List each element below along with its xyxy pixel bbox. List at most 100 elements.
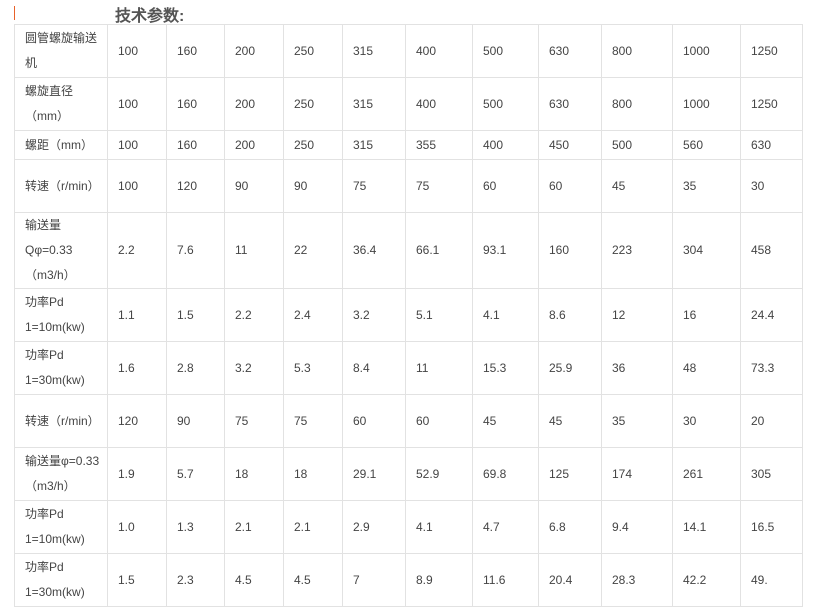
table-cell: 120 <box>107 394 167 448</box>
table-cell: 100 <box>107 77 167 131</box>
table-cell: 49. <box>740 553 803 607</box>
table-cell: 560 <box>672 130 741 160</box>
table-cell: 60 <box>405 394 473 448</box>
table-cell: 35 <box>672 159 741 213</box>
table-cell: 8.9 <box>405 553 473 607</box>
table-cell: 160 <box>166 130 225 160</box>
table-cell: 800 <box>601 24 673 78</box>
table-cell: 5.1 <box>405 288 473 342</box>
table-cell: 42.2 <box>672 553 741 607</box>
table-cell: 500 <box>472 24 539 78</box>
table-cell: 90 <box>283 159 343 213</box>
table-cell: 100 <box>107 159 167 213</box>
table-cell: 630 <box>538 24 602 78</box>
table-cell: 315 <box>342 24 406 78</box>
table-cell: 250 <box>283 130 343 160</box>
table-cell: 29.1 <box>342 447 406 501</box>
table-row: 功率Pd 1=10m(kw) 1.1 1.5 2.2 2.4 3.2 5.1 4.1 8.6 12… <box>14 288 803 342</box>
table-cell: 4.7 <box>472 500 539 554</box>
table-cell: 400 <box>472 130 539 160</box>
table-cell: 6.8 <box>538 500 602 554</box>
table-cell: 304 <box>672 212 741 289</box>
table-cell: 2.1 <box>283 500 343 554</box>
table-cell: 2.1 <box>224 500 284 554</box>
table-cell: 66.1 <box>405 212 473 289</box>
table-cell: 1.6 <box>107 341 167 395</box>
table-cell: 4.5 <box>224 553 284 607</box>
table-cell: 458 <box>740 212 803 289</box>
table-cell: 9.4 <box>601 500 673 554</box>
table-cell: 1250 <box>740 77 803 131</box>
table-cell: 2.2 <box>224 288 284 342</box>
table-cell: 250 <box>283 77 343 131</box>
table-cell: 160 <box>166 77 225 131</box>
table-cell: 93.1 <box>472 212 539 289</box>
table-cell: 261 <box>672 447 741 501</box>
table-cell: 30 <box>672 394 741 448</box>
table-cell: 36.4 <box>342 212 406 289</box>
table-cell: 120 <box>166 159 225 213</box>
table-cell: 800 <box>601 77 673 131</box>
table-cell: 75 <box>342 159 406 213</box>
table-cell: 75 <box>405 159 473 213</box>
table-cell: 315 <box>342 77 406 131</box>
row-label: 输送量Qφ=0.33（m3/h） <box>14 212 108 289</box>
row-label: 圆管螺旋输送机 <box>14 24 108 78</box>
table-cell: 305 <box>740 447 803 501</box>
table-cell: 315 <box>342 130 406 160</box>
table-row: 螺旋直径（mm） 100 160 200 250 315 400 500 630 800 1000 1… <box>14 77 803 131</box>
table-cell: 100 <box>107 130 167 160</box>
row-label: 输送量φ=0.33（m3/h） <box>14 447 108 501</box>
table-cell: 35 <box>601 394 673 448</box>
table-cell: 14.1 <box>672 500 741 554</box>
table-cell: 400 <box>405 77 473 131</box>
table-cell: 11 <box>405 341 473 395</box>
table-row: 功率Pd 1=30m(kw) 1.5 2.3 4.5 4.5 7 8.9 11.6 20.4 28… <box>14 553 803 607</box>
table-cell: 5.7 <box>166 447 225 501</box>
table-cell: 1.9 <box>107 447 167 501</box>
table-cell: 4.1 <box>405 500 473 554</box>
table-cell: 174 <box>601 447 673 501</box>
row-label: 螺旋直径（mm） <box>14 77 108 131</box>
table-cell: 2.4 <box>283 288 343 342</box>
table-cell: 450 <box>538 130 602 160</box>
table-cell: 1.0 <box>107 500 167 554</box>
section-title: 技术参数: <box>115 8 185 25</box>
row-label: 功率Pd 1=30m(kw) <box>14 341 108 395</box>
table-cell: 12 <box>601 288 673 342</box>
accent-bar <box>14 6 15 20</box>
row-label: 转速（r/min） <box>14 394 108 448</box>
table-row: 功率Pd 1=10m(kw) 1.0 1.3 2.1 2.1 2.9 4.1 4.7 6.8 9.… <box>14 500 803 554</box>
table-cell: 69.8 <box>472 447 539 501</box>
row-label: 功率Pd 1=10m(kw) <box>14 288 108 342</box>
table-cell: 25.9 <box>538 341 602 395</box>
table-cell: 4.1 <box>472 288 539 342</box>
table-cell: 90 <box>224 159 284 213</box>
table-cell: 75 <box>224 394 284 448</box>
table-cell: 400 <box>405 24 473 78</box>
table-row: 输送量φ=0.33（m3/h） 1.9 5.7 18 18 29.1 52.9 69.8 125… <box>14 447 803 501</box>
table-cell: 18 <box>283 447 343 501</box>
table-cell: 75 <box>283 394 343 448</box>
table-cell: 630 <box>740 130 803 160</box>
table-cell: 45 <box>472 394 539 448</box>
table-cell: 45 <box>601 159 673 213</box>
table-cell: 200 <box>224 77 284 131</box>
table-cell: 20.4 <box>538 553 602 607</box>
row-label: 螺距（mm） <box>14 130 108 160</box>
table-cell: 2.3 <box>166 553 225 607</box>
table-cell: 355 <box>405 130 473 160</box>
table-cell: 60 <box>342 394 406 448</box>
table-cell: 2.2 <box>107 212 167 289</box>
table-cell: 1.1 <box>107 288 167 342</box>
table-cell: 1.3 <box>166 500 225 554</box>
tech-params-table: 圆管螺旋输送机 100 160 200 250 315 400 500 630 800 1000 12… <box>14 24 803 607</box>
table-cell: 45 <box>538 394 602 448</box>
table-cell: 11.6 <box>472 553 539 607</box>
table-cell: 125 <box>538 447 602 501</box>
table-cell: 15.3 <box>472 341 539 395</box>
table-cell: 60 <box>538 159 602 213</box>
table-cell: 223 <box>601 212 673 289</box>
table-cell: 160 <box>166 24 225 78</box>
table-cell: 1000 <box>672 24 741 78</box>
